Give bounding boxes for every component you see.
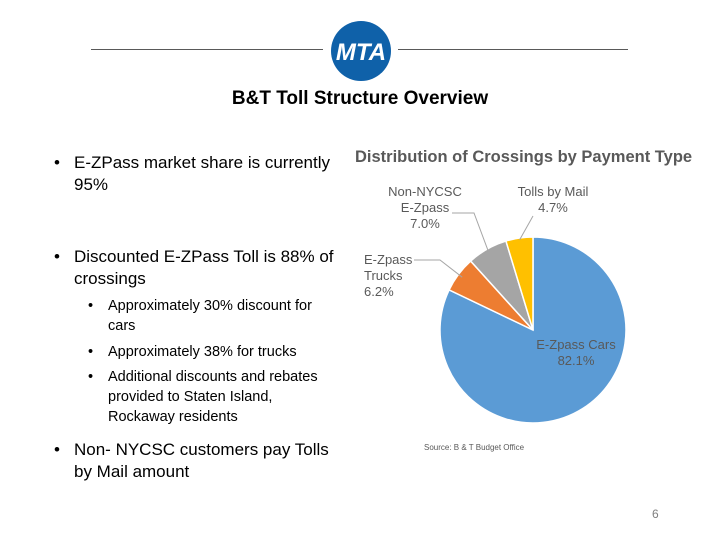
bullet-text: Additional discounts and rebates provide… bbox=[108, 369, 318, 425]
header-rule-left bbox=[91, 49, 323, 50]
chart-title: Distribution of Crossings by Payment Typ… bbox=[355, 148, 693, 166]
mta-logo-text: MTA bbox=[336, 39, 386, 66]
sub-bullet-trucks: • Approximately 38% for trucks bbox=[88, 342, 338, 362]
bullet-text: Discounted E-ZPass Toll is 88% of crossi… bbox=[74, 247, 334, 288]
slice-label-non-nycsc-e-zpass: Non-NYCSC E-Zpass 7.0% bbox=[388, 184, 462, 231]
pie-slice-tolls-by-mail bbox=[504, 236, 534, 331]
leader-line-tolls-by-mail bbox=[519, 215, 534, 241]
bullet-text: E-ZPass market share is currently 95% bbox=[74, 153, 331, 194]
mta-logo: MTA bbox=[331, 21, 391, 81]
slice-labels: E-Zpass Cars 82.1% E-Zpass Trucks 6.2% Non-NY… bbox=[364, 184, 616, 368]
bullet-market-share: • E-ZPass market share is currently 95% bbox=[54, 152, 344, 196]
bullet-tolls-by-mail: • Non- NYCSC customers pay Tolls by Mail… bbox=[54, 439, 344, 483]
slice-label-tolls-by-mail: Tolls by Mail 4.7% bbox=[518, 184, 589, 215]
bullet-dot: • bbox=[54, 247, 60, 266]
bullet-text: Non- NYCSC customers pay Tolls by Mail a… bbox=[74, 440, 329, 481]
leader-line-non-nycsc-e-zpass bbox=[452, 212, 489, 251]
sub-bullet-discounts: • Additional discounts and rebates provi… bbox=[88, 367, 338, 427]
leader-lines bbox=[414, 212, 534, 278]
pie-slices bbox=[439, 236, 627, 424]
chart-source: Source: B & T Budget Office bbox=[424, 443, 525, 452]
leader-line-e-zpass-trucks bbox=[414, 259, 463, 278]
bullet-dot: • bbox=[54, 440, 60, 459]
slide-title: B&T Toll Structure Overview bbox=[231, 88, 489, 109]
pie-slice-e-zpass-cars bbox=[439, 236, 627, 424]
bullet-text: Approximately 30% discount for cars bbox=[108, 298, 312, 334]
slice-label-e-zpass-trucks: E-Zpass Trucks 6.2% bbox=[364, 252, 413, 299]
slice-label-e-zpass-cars: E-Zpass Cars 82.1% bbox=[536, 337, 616, 368]
sub-bullet-cars: • Approximately 30% discount for cars bbox=[88, 296, 338, 336]
page-number: 6 bbox=[652, 507, 659, 521]
bullet-dot: • bbox=[88, 344, 94, 360]
bullet-text: Approximately 38% for trucks bbox=[108, 344, 297, 360]
bullet-dot: • bbox=[54, 153, 60, 172]
bullet-dot: • bbox=[88, 298, 94, 314]
bullet-dot: • bbox=[88, 369, 94, 385]
header-rule-right bbox=[398, 49, 628, 50]
bullet-discounted-toll: • Discounted E-ZPass Toll is 88% of cros… bbox=[54, 246, 344, 290]
